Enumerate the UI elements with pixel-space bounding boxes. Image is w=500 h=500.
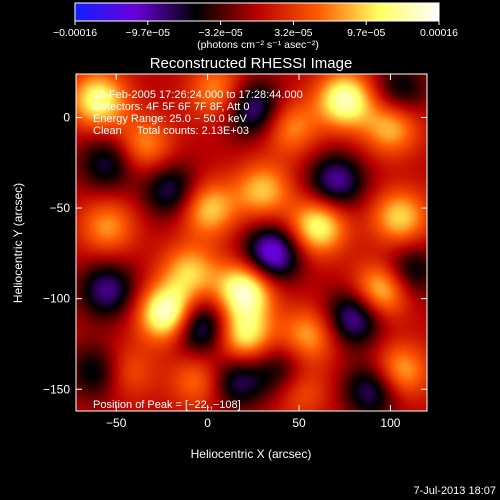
x-tick-label: 50 [292, 416, 306, 430]
plot-frame [75, 73, 428, 412]
colorbar-tick-labels: −0.00016 −9.7e−05 −3.2e−05 3.2e−05 9.7e−05 0.… [53, 27, 458, 39]
y-tick-label: 0 [63, 110, 70, 124]
colorbar-strip [74, 2, 440, 22]
annotation-energy-range: Energy Range: 25.0 − 50.0 keV [93, 113, 247, 125]
annotation-clean-counts: Clean Total counts: 2.13E+03 [93, 125, 249, 137]
colorbar: −0.00016 −9.7e−05 −3.2e−05 3.2e−05 9.7e−05 0.… [53, 2, 458, 51]
colorbar-tick-label: −0.00016 [53, 27, 97, 39]
heatmap-image [76, 74, 427, 411]
x-tick-label: 100 [380, 416, 400, 430]
chart-title: Reconstructed RHESSI Image [150, 55, 353, 72]
x-tick-label: −50 [106, 416, 127, 430]
colorbar-tick-label: −9.7e−05 [126, 27, 171, 39]
annotation-time-range: 16-Feb-2005 17:26:24.000 to 17:28:44.000 [93, 89, 303, 101]
colorbar-units-label: (photons cm⁻² s⁻¹ asec⁻²) [197, 39, 319, 51]
annotation-detectors: Detectors: 4F 5F 6F 7F 8F, Att 0 [93, 101, 250, 113]
heatmap [76, 74, 427, 411]
colorbar-ticks [74, 21, 440, 25]
colorbar-tick-label: 3.2e−05 [274, 27, 312, 39]
x-axis-label: Heliocentric X (arcsec) [191, 447, 312, 461]
y-tick-label: −50 [50, 201, 71, 215]
colorbar-tick-label: −3.2e−05 [198, 27, 243, 39]
info-annotations: 16-Feb-2005 17:26:24.000 to 17:28:44.000… [93, 89, 303, 411]
colorbar-tick-label: 0.00016 [420, 27, 458, 39]
colorbar-tick-label: 9.7e−05 [347, 27, 385, 39]
y-tick-label: −150 [43, 382, 70, 396]
render-timestamp: 7-Jul-2013 18:07 [413, 485, 496, 497]
x-tick-label: 0 [204, 416, 211, 430]
annotation-peak-position: Position of Peak = [−22.,−108] [93, 399, 241, 411]
x-axis-ticks: −50 0 50 100 [106, 74, 401, 430]
y-axis-ticks: 0 −50 −100 −150 [43, 110, 427, 396]
y-axis-label: Heliocentric Y (arcsec) [11, 183, 25, 303]
y-tick-label: −100 [43, 292, 70, 306]
